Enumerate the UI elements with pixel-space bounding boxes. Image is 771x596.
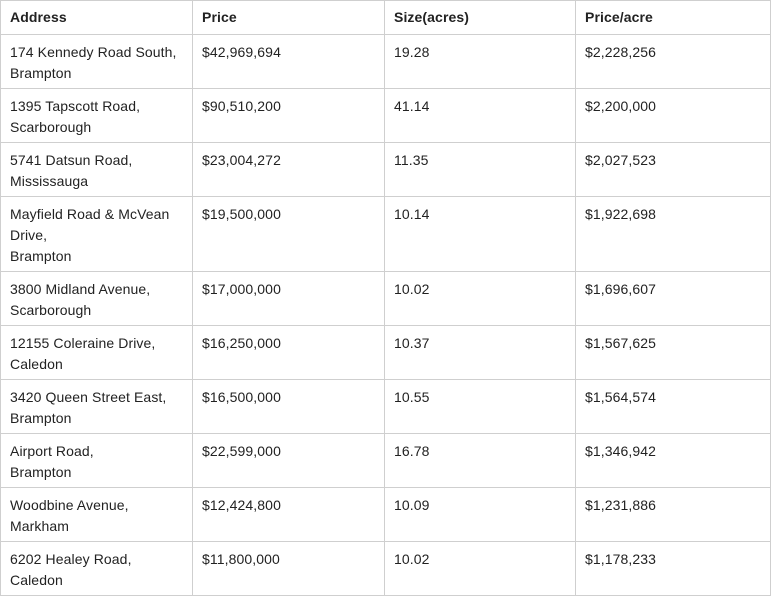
price-cell: $16,500,000 (192, 379, 385, 434)
price-per-acre-cell: $2,027,523 (575, 142, 771, 197)
address-city: Mississauga (10, 173, 89, 189)
size-cell: 10.14 (384, 196, 576, 272)
address-city: Brampton (10, 65, 72, 81)
price-cell: $12,424,800 (192, 487, 385, 542)
size-cell: 10.55 (384, 379, 576, 434)
size-cell: 10.37 (384, 325, 576, 380)
address-city: Brampton (10, 248, 72, 264)
table-row: 1395 Tapscott Road, Scarborough $90,510,… (0, 88, 771, 143)
header-row: Address Price Size(acres) Price/acre (0, 0, 771, 35)
price-per-acre-cell: $1,231,886 (575, 487, 771, 542)
address-cell: Mayfield Road & McVean Drive, Brampton (0, 196, 193, 272)
price-cell: $42,969,694 (192, 34, 385, 89)
header-price-per-acre: Price/acre (575, 0, 771, 35)
size-cell: 16.78 (384, 433, 576, 488)
price-cell: $16,250,000 (192, 325, 385, 380)
price-cell: $11,800,000 (192, 541, 385, 596)
table-body: 174 Kennedy Road South, Brampton $42,969… (0, 34, 771, 596)
address-city: Caledon (10, 356, 63, 372)
price-cell: $23,004,272 (192, 142, 385, 197)
size-cell: 10.02 (384, 541, 576, 596)
price-cell: $19,500,000 (192, 196, 385, 272)
address-cell: 3420 Queen Street East, Brampton (0, 379, 193, 434)
address-line: 174 Kennedy Road South, (10, 44, 177, 60)
table-row: 12155 Coleraine Drive, Caledon $16,250,0… (0, 325, 771, 380)
table-row: 174 Kennedy Road South, Brampton $42,969… (0, 34, 771, 89)
address-cell: Airport Road, Brampton (0, 433, 193, 488)
header-price: Price (192, 0, 385, 35)
address-line: 3800 Midland Avenue, (10, 281, 151, 297)
address-cell: 12155 Coleraine Drive, Caledon (0, 325, 193, 380)
address-cell: 3800 Midland Avenue, Scarborough (0, 271, 193, 326)
address-cell: 1395 Tapscott Road, Scarborough (0, 88, 193, 143)
price-per-acre-cell: $2,200,000 (575, 88, 771, 143)
price-per-acre-cell: $1,564,574 (575, 379, 771, 434)
price-per-acre-cell: $1,567,625 (575, 325, 771, 380)
address-line: Mayfield Road & McVean (10, 206, 170, 222)
size-cell: 10.09 (384, 487, 576, 542)
address-city: Caledon (10, 572, 63, 588)
address-cell: 5741 Datsun Road, Mississauga (0, 142, 193, 197)
price-per-acre-cell: $1,346,942 (575, 433, 771, 488)
address-line: 6202 Healey Road, (10, 551, 132, 567)
address-line: 3420 Queen Street East, (10, 389, 167, 405)
size-cell: 11.35 (384, 142, 576, 197)
address-cell: Woodbine Avenue, Markham (0, 487, 193, 542)
price-per-acre-cell: $1,696,607 (575, 271, 771, 326)
price-cell: $90,510,200 (192, 88, 385, 143)
size-cell: 41.14 (384, 88, 576, 143)
price-per-acre-cell: $1,178,233 (575, 541, 771, 596)
address-city: Brampton (10, 464, 72, 480)
address-city: Scarborough (10, 302, 92, 318)
price-cell: $22,599,000 (192, 433, 385, 488)
address-line: 12155 Coleraine Drive, (10, 335, 156, 351)
address-cell: 6202 Healey Road, Caledon (0, 541, 193, 596)
size-cell: 19.28 (384, 34, 576, 89)
price-cell: $17,000,000 (192, 271, 385, 326)
address-line: Airport Road, (10, 443, 94, 459)
address-city: Brampton (10, 410, 72, 426)
size-cell: 10.02 (384, 271, 576, 326)
address-city: Scarborough (10, 119, 92, 135)
address-city: Markham (10, 518, 70, 534)
address-line: Woodbine Avenue, (10, 497, 129, 513)
table-row: 3420 Queen Street East, Brampton $16,500… (0, 379, 771, 434)
table-header: Address Price Size(acres) Price/acre (0, 0, 771, 35)
table-row: 3800 Midland Avenue, Scarborough $17,000… (0, 271, 771, 326)
table-row: Mayfield Road & McVean Drive, Brampton $… (0, 196, 771, 272)
address-line: Drive, (10, 227, 48, 243)
address-line: 5741 Datsun Road, (10, 152, 133, 168)
address-line: 1395 Tapscott Road, (10, 98, 141, 114)
price-per-acre-cell: $2,228,256 (575, 34, 771, 89)
table-row: 6202 Healey Road, Caledon $11,800,000 10… (0, 541, 771, 596)
header-address: Address (0, 0, 193, 35)
table-row: Woodbine Avenue, Markham $12,424,800 10.… (0, 487, 771, 542)
table-row: 5741 Datsun Road, Mississauga $23,004,27… (0, 142, 771, 197)
header-size: Size(acres) (384, 0, 576, 35)
price-per-acre-cell: $1,922,698 (575, 196, 771, 272)
address-cell: 174 Kennedy Road South, Brampton (0, 34, 193, 89)
table-row: Airport Road, Brampton $22,599,000 16.78… (0, 433, 771, 488)
